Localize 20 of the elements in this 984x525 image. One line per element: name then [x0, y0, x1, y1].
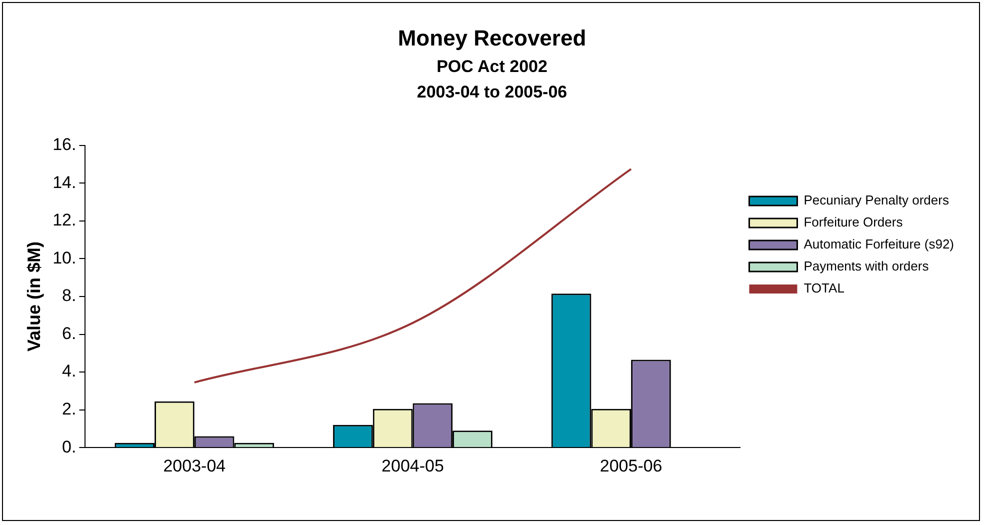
chart-subtitle: POC Act 2002 2003-04 to 2005-06 — [416, 56, 568, 102]
legend-label: Automatic Forfeiture (s92) — [804, 236, 954, 252]
y-axis-title: Value (in $M) — [24, 241, 44, 352]
x-tick-label: 2005-06 — [600, 456, 662, 476]
x-tick-label: 2003-04 — [163, 456, 226, 476]
legend-label: Forfeiture Orders — [804, 214, 904, 230]
y-tick-label: 14. — [52, 172, 76, 192]
y-tick-label: 4. — [62, 362, 76, 381]
chart-title: Money Recovered — [398, 25, 586, 50]
x-tick-label: 2004-05 — [382, 456, 444, 476]
y-tick-label: 8. — [62, 286, 76, 306]
y-tick-label: 0. — [62, 437, 76, 456]
y-tick-label: 2. — [62, 400, 76, 419]
y-tick-label: 12. — [52, 210, 76, 230]
y-tick-label: 6. — [62, 324, 76, 343]
legend-label: Payments with orders — [804, 258, 930, 274]
y-tick-label: 16. — [52, 135, 76, 154]
legend-label: TOTAL — [804, 280, 844, 296]
y-tick-label: 10. — [52, 248, 76, 268]
legend-label: Pecuniary Penalty orders — [804, 192, 950, 208]
